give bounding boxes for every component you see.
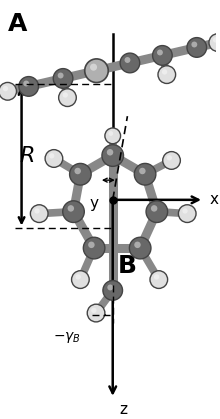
Text: A: A	[8, 12, 27, 36]
Circle shape	[83, 237, 105, 259]
Circle shape	[191, 41, 197, 47]
Text: z: z	[120, 402, 128, 416]
Circle shape	[19, 77, 38, 96]
Circle shape	[34, 208, 40, 214]
Circle shape	[120, 53, 140, 73]
Circle shape	[45, 150, 63, 167]
Circle shape	[88, 242, 95, 248]
Circle shape	[59, 89, 76, 106]
Circle shape	[167, 155, 172, 160]
Circle shape	[139, 168, 146, 174]
Circle shape	[58, 72, 64, 78]
Circle shape	[91, 308, 97, 313]
Circle shape	[163, 152, 180, 169]
Circle shape	[182, 208, 188, 214]
Circle shape	[68, 205, 74, 212]
Text: y: y	[89, 196, 98, 211]
Circle shape	[90, 64, 97, 71]
Circle shape	[53, 69, 73, 88]
Circle shape	[87, 304, 105, 322]
Circle shape	[153, 46, 172, 65]
Circle shape	[209, 34, 220, 52]
Circle shape	[107, 285, 113, 290]
Text: $\beta_A$: $\beta_A$	[137, 163, 154, 181]
Circle shape	[63, 92, 68, 98]
Circle shape	[213, 37, 218, 43]
Circle shape	[158, 66, 176, 83]
Circle shape	[0, 83, 16, 100]
Circle shape	[162, 69, 167, 75]
Circle shape	[187, 38, 207, 57]
Circle shape	[85, 59, 108, 83]
Circle shape	[108, 131, 113, 136]
Circle shape	[129, 237, 151, 259]
Circle shape	[70, 163, 91, 185]
Circle shape	[154, 274, 159, 279]
Circle shape	[146, 201, 168, 222]
Text: R: R	[20, 145, 35, 166]
Circle shape	[49, 153, 54, 158]
Text: B: B	[118, 254, 137, 278]
Text: $-\gamma_B$: $-\gamma_B$	[53, 330, 81, 345]
Circle shape	[3, 86, 8, 91]
Circle shape	[178, 205, 196, 222]
Text: x: x	[210, 192, 219, 207]
Circle shape	[150, 271, 168, 288]
Circle shape	[125, 57, 130, 63]
Circle shape	[30, 205, 48, 222]
Circle shape	[63, 201, 84, 222]
Circle shape	[107, 149, 113, 155]
Circle shape	[23, 80, 29, 86]
Circle shape	[134, 163, 156, 185]
Circle shape	[72, 271, 89, 288]
Circle shape	[74, 168, 81, 174]
Circle shape	[103, 281, 123, 300]
Circle shape	[134, 242, 141, 248]
Circle shape	[102, 145, 123, 166]
Circle shape	[75, 274, 81, 279]
Circle shape	[157, 49, 163, 55]
Circle shape	[105, 128, 121, 144]
Circle shape	[151, 205, 157, 212]
